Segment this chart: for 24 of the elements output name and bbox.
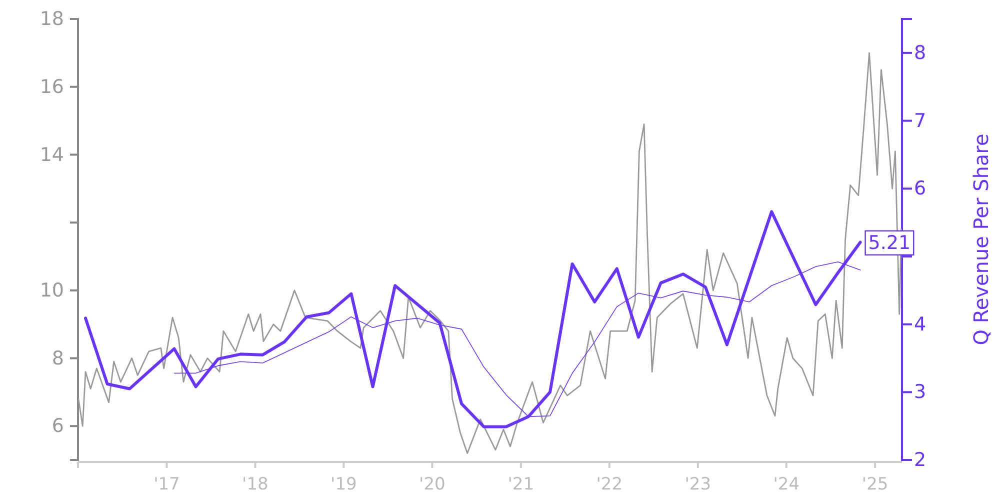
x-tick-label: '20 (419, 474, 446, 495)
x-tick-label: '21 (508, 474, 534, 495)
x-tick-label: '17 (154, 474, 180, 495)
y-tick-label: 14 (40, 144, 64, 166)
y2-tick-label: 4 (914, 313, 926, 336)
y2-axis-title: Q Revenue Per Share (969, 134, 993, 346)
y2-tick-label: 8 (914, 42, 926, 64)
y2-tick-label: 7 (914, 110, 926, 132)
x-tick-label: '23 (684, 474, 712, 495)
y-tick-label: 8 (52, 347, 64, 370)
x-tick-label: '22 (596, 474, 623, 495)
y2-tick-label: 2 (914, 449, 926, 472)
x-tick-label: '25 (862, 474, 888, 495)
y-tick-label: 18 (40, 8, 64, 30)
x-tick-label: '19 (330, 474, 357, 495)
y2-tick-label: 3 (914, 381, 926, 404)
y-tick-label: 10 (40, 279, 64, 302)
x-tick-label: '24 (773, 474, 800, 495)
x-tick-label: '18 (242, 474, 268, 495)
data-label: 5.21 (868, 232, 911, 254)
y-tick-label: 6 (52, 415, 64, 438)
y-tick-label: 16 (40, 76, 64, 98)
y2-tick-label: 6 (914, 178, 926, 200)
line-series (84, 210, 862, 428)
